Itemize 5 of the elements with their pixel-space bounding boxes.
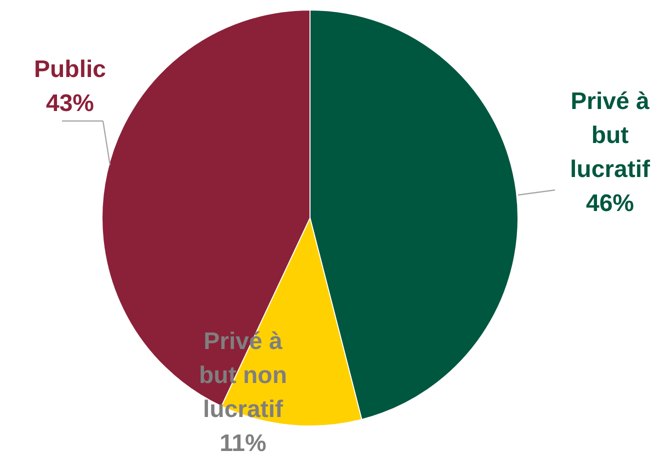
data-label: 43% bbox=[46, 90, 94, 117]
slice-label: Public bbox=[34, 56, 106, 83]
data-label: 46% bbox=[586, 190, 634, 217]
data-label: 11% bbox=[220, 430, 266, 457]
slice-label: Privé à but lucratif bbox=[570, 88, 652, 183]
